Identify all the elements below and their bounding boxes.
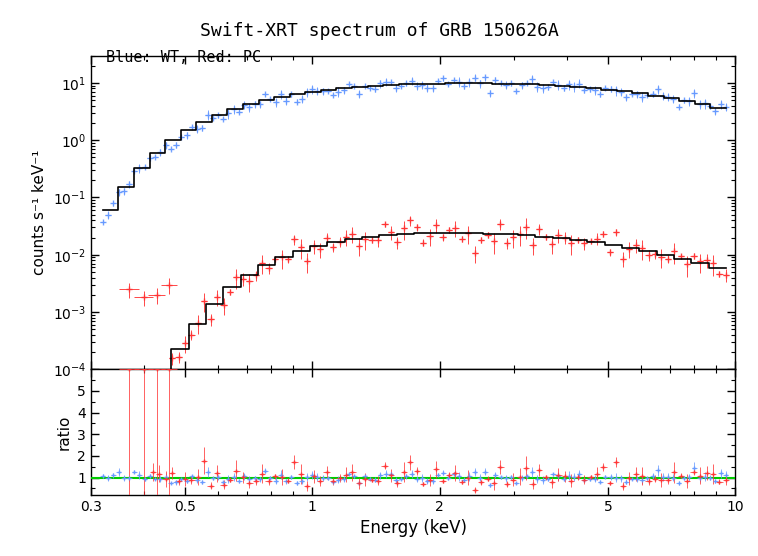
Text: Blue: WT, Red: PC: Blue: WT, Red: PC [106, 50, 262, 65]
Text: Swift-XRT spectrum of GRB 150626A: Swift-XRT spectrum of GRB 150626A [199, 22, 559, 40]
Y-axis label: counts s⁻¹ keV⁻¹: counts s⁻¹ keV⁻¹ [32, 150, 47, 275]
X-axis label: Energy (keV): Energy (keV) [359, 519, 467, 537]
Y-axis label: ratio: ratio [57, 414, 72, 450]
